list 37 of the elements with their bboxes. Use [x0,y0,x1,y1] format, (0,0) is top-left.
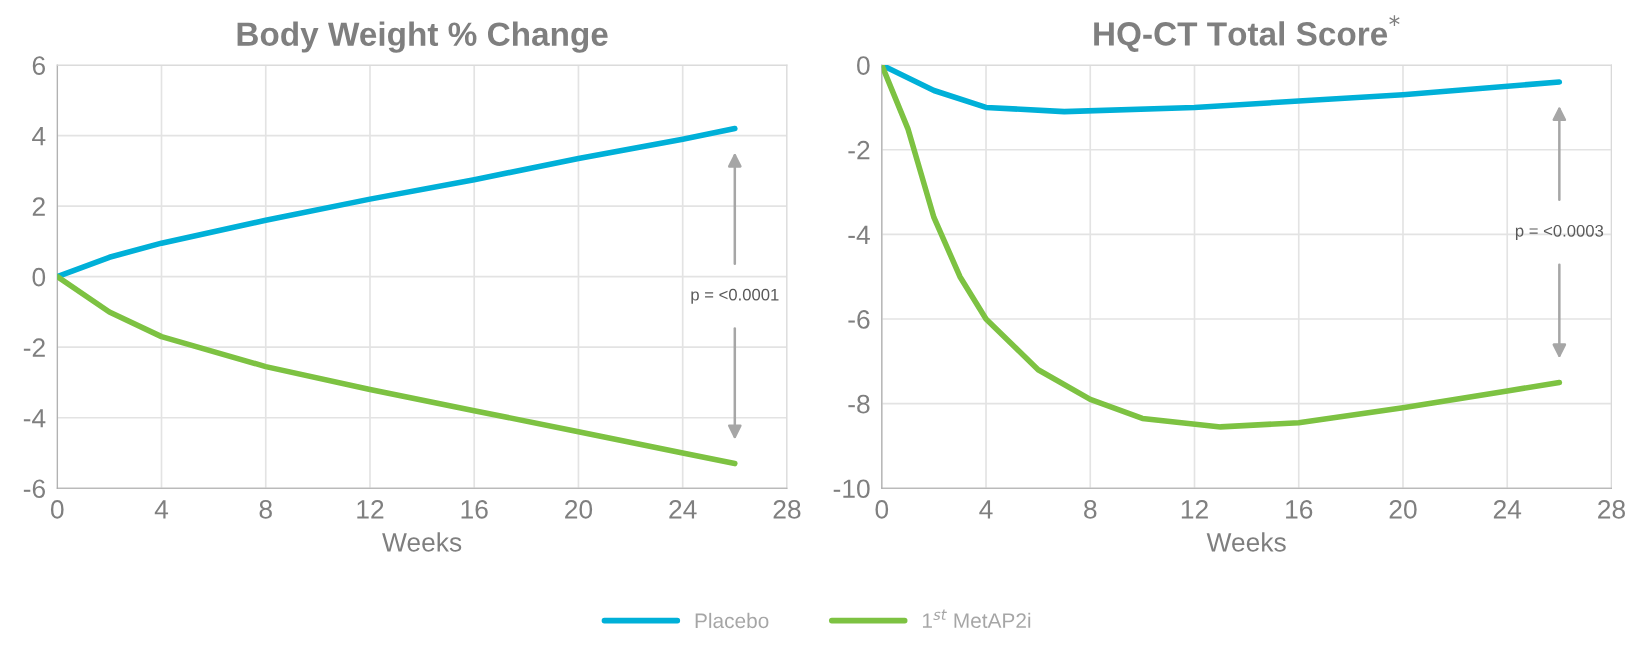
x-tick-label: 12 [1181,500,1208,519]
x-tick-label: 24 [1493,500,1522,519]
y-tick-label: 4 [32,127,46,146]
x-tick-label: 8 [259,500,272,519]
annotation: p = <0.0003 [1515,224,1604,241]
x-tick-label: 0 [875,500,889,519]
y-tick-label: -6 [848,310,870,329]
x-tick-label: 0 [50,500,64,519]
x-tick-label: 4 [154,500,169,519]
x-tick-label: 28 [1598,500,1625,519]
x-tick-label: 20 [565,500,593,519]
x-tick-label: 28 [773,500,801,519]
legend-label: 1$^{st}$ MetAP2i [922,609,1031,629]
y-tick-label: 0 [857,56,870,75]
legend-label: Placebo [695,612,769,629]
x-axis-title: Weeks [382,532,462,552]
x-tick-label: 4 [979,500,993,519]
y-tick-label: 0 [32,267,46,287]
x-tick-label: 12 [357,500,384,519]
chart-title: HQ-CT Total Score$^{*}$ [1094,15,1400,52]
x-tick-label: 24 [669,500,697,519]
x-tick-label: 16 [1286,500,1313,519]
x-axis-title: Weeks [1206,532,1286,552]
x-tick-label: 8 [1084,500,1097,519]
annotation: p = <0.0001 [691,288,779,304]
x-tick-label: 16 [461,500,488,519]
y-tick-label: -6 [23,479,45,499]
y-tick-label: -10 [833,479,870,499]
y-tick-label: -4 [848,225,870,244]
y-tick-label: -4 [23,409,46,428]
x-tick-label: 20 [1389,500,1417,519]
y-tick-label: 6 [32,56,45,75]
chart-title: Body Weight % Change [237,21,608,53]
y-tick-label: -2 [848,140,870,160]
y-tick-label: 2 [32,197,45,216]
y-tick-label: -2 [23,338,45,357]
y-tick-label: -8 [848,394,870,414]
